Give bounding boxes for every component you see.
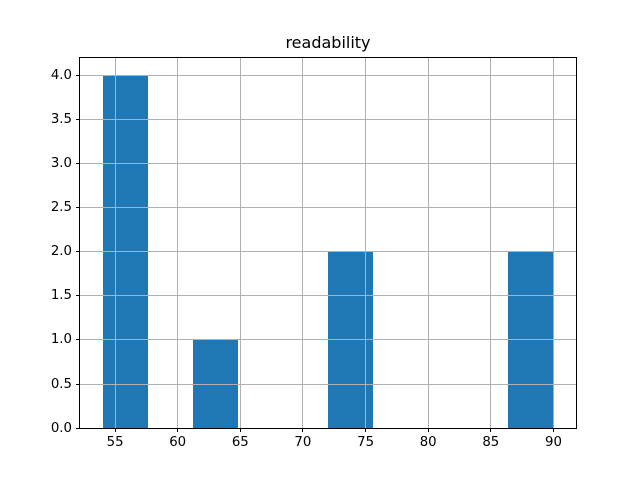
y-tick-label: 2.0 — [50, 244, 72, 260]
x-tick-label: 55 — [106, 435, 124, 450]
y-tick-mark — [76, 75, 80, 77]
x-tick-label: 65 — [231, 435, 249, 450]
y-tick-mark — [76, 251, 80, 253]
x-tick-mark — [427, 428, 429, 432]
x-tick-mark — [239, 428, 241, 432]
gridline-horizontal — [80, 295, 576, 297]
y-tick-label: 2.5 — [50, 200, 72, 216]
x-tick-label: 75 — [357, 435, 375, 450]
y-tick-label: 4.0 — [50, 68, 72, 84]
gridline-horizontal — [80, 427, 576, 429]
y-tick-mark — [76, 119, 80, 121]
y-tick-mark — [76, 339, 80, 341]
y-tick-label: 1.5 — [50, 288, 72, 304]
x-tick-mark — [114, 428, 116, 432]
x-tick-label: 60 — [169, 435, 187, 450]
x-tick-mark — [553, 428, 554, 432]
gridline-horizontal — [80, 119, 576, 121]
plot-area — [79, 57, 577, 429]
x-tick-label: 80 — [419, 435, 437, 450]
gridline-vertical — [427, 58, 429, 428]
y-tick-mark — [76, 163, 80, 165]
gridline-horizontal — [80, 339, 576, 341]
x-tick-mark — [177, 428, 179, 432]
chart-title: readability — [285, 33, 371, 52]
gridline-vertical — [239, 58, 241, 428]
gridline-horizontal — [80, 251, 576, 253]
y-tick-mark — [76, 383, 80, 385]
x-tick-mark — [302, 428, 304, 432]
x-tick-label: 70 — [294, 435, 312, 450]
y-tick-label: 0.0 — [50, 420, 72, 436]
gridline-vertical — [490, 58, 492, 428]
y-tick-label: 1.0 — [50, 332, 72, 348]
gridline-horizontal — [80, 75, 576, 77]
gridline-horizontal — [80, 163, 576, 165]
gridline-vertical — [553, 58, 554, 428]
x-tick-label: 90 — [545, 435, 562, 450]
y-tick-mark — [76, 295, 80, 297]
x-tick-mark — [490, 428, 492, 432]
y-tick-mark — [76, 207, 80, 209]
gridline-horizontal — [80, 383, 576, 385]
gridline-vertical — [114, 58, 116, 428]
y-tick-label: 3.0 — [50, 156, 72, 172]
gridline-vertical — [365, 58, 367, 428]
y-tick-mark — [76, 427, 80, 429]
y-tick-label: 3.5 — [50, 112, 72, 128]
gridline-horizontal — [80, 207, 576, 209]
y-tick-label: 0.5 — [50, 376, 72, 392]
x-tick-label: 85 — [482, 435, 500, 450]
x-tick-mark — [365, 428, 367, 432]
grid-layer — [80, 58, 576, 429]
gridline-vertical — [177, 58, 179, 428]
gridline-vertical — [302, 58, 304, 428]
